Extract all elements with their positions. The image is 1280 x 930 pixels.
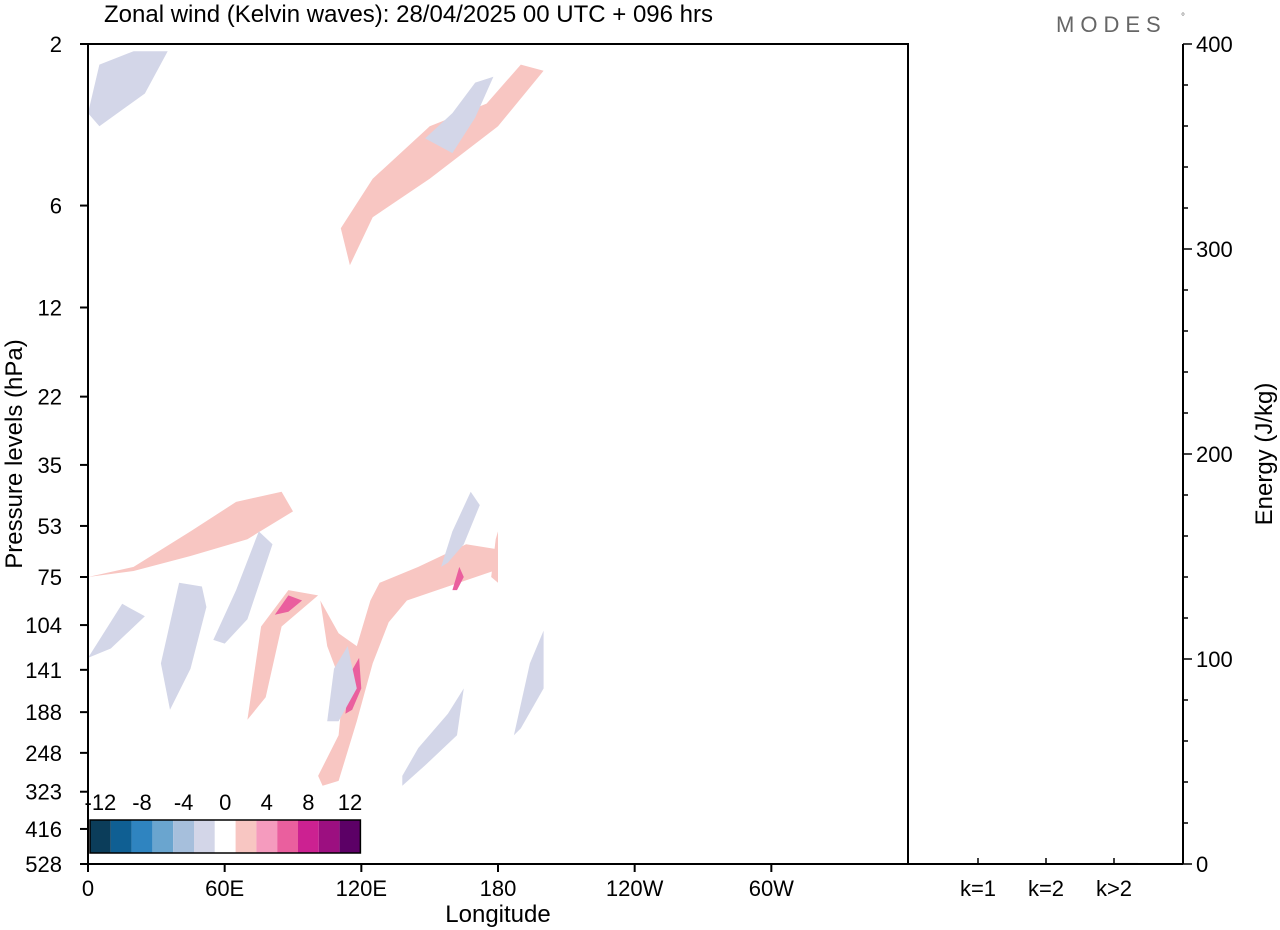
positive-anomaly-region bbox=[491, 531, 498, 583]
negative-anomaly-region bbox=[327, 646, 357, 722]
positive-anomaly-region bbox=[340, 64, 544, 266]
negative-anomaly-region bbox=[160, 582, 207, 710]
y-tick-label: 104 bbox=[25, 613, 62, 638]
y-tick-label: 12 bbox=[38, 295, 62, 320]
y-tick-label: 248 bbox=[25, 741, 62, 766]
energy-axis: 0 100 200 300 400 bbox=[1183, 32, 1233, 877]
plot-background bbox=[88, 44, 908, 864]
legend-label: 4 bbox=[261, 790, 273, 815]
negative-anomaly-region bbox=[425, 76, 494, 154]
energy-category-label: k>2 bbox=[1096, 876, 1132, 901]
negative-anomaly-region bbox=[513, 630, 544, 736]
brand-logo: MODES bbox=[1056, 12, 1167, 37]
energy-bar bbox=[1090, 862, 1138, 864]
y-tick-label: 323 bbox=[25, 780, 62, 805]
y-tick-label: 141 bbox=[25, 658, 62, 683]
positive-anomaly-region bbox=[88, 491, 293, 577]
energy-axis-label: Energy (J/kg) bbox=[1251, 383, 1278, 526]
energy-panel: k=1 k=2 k>2 0 100 200 300 400 bbox=[908, 32, 1233, 901]
y-tick-label: 75 bbox=[38, 565, 62, 590]
energy-tick-label: 400 bbox=[1196, 32, 1233, 57]
legend-label: -4 bbox=[174, 790, 194, 815]
plot-area: 0 60E 120E 180 120W 60W 2 6 12 22 35 53 75 104 141 188… bbox=[25, 32, 909, 901]
x-tick-label: 120E bbox=[336, 876, 387, 901]
energy-tick-label: 300 bbox=[1196, 237, 1233, 262]
legend-swatch bbox=[131, 820, 153, 853]
y-tick-label: 53 bbox=[38, 514, 62, 539]
y-tick-label: 22 bbox=[38, 385, 62, 410]
legend-swatch bbox=[194, 820, 215, 853]
legend-swatch bbox=[214, 820, 236, 853]
contour-layer bbox=[88, 51, 544, 786]
x-axis-label: Longitude bbox=[445, 901, 550, 928]
legend-label: 8 bbox=[302, 790, 314, 815]
legend-label: 0 bbox=[219, 790, 231, 815]
brand-mark: ° bbox=[1181, 12, 1185, 23]
y-axis: 2 6 12 22 35 53 75 104 141 188 248 323 416 528 bbox=[25, 32, 88, 877]
y-tick-label: 188 bbox=[25, 700, 62, 725]
legend-swatch bbox=[339, 820, 361, 853]
legend-label: -8 bbox=[132, 790, 152, 815]
energy-bar bbox=[1022, 863, 1070, 864]
y-axis-label: Pressure levels (hPa) bbox=[1, 339, 28, 568]
energy-category-label: k=1 bbox=[960, 876, 996, 901]
y-tick-label: 35 bbox=[38, 453, 62, 478]
energy-bars: k=1 k=2 k>2 bbox=[954, 858, 1138, 901]
positive-anomaly-region bbox=[452, 566, 464, 591]
legend-swatch bbox=[298, 820, 319, 853]
legend-swatch bbox=[173, 820, 194, 853]
positive-anomaly-region bbox=[274, 595, 303, 615]
legend-frame bbox=[89, 819, 362, 854]
energy-category-label: k=2 bbox=[1028, 876, 1064, 901]
negative-anomaly-region bbox=[88, 51, 168, 127]
energy-tick-label: 100 bbox=[1196, 647, 1233, 672]
negative-anomaly-region bbox=[213, 531, 273, 644]
negative-anomaly-region bbox=[441, 491, 480, 567]
x-tick-label: 60E bbox=[205, 876, 244, 901]
chart-title: Zonal wind (Kelvin waves): 28/04/2025 00… bbox=[104, 1, 713, 28]
y-tick-label: 528 bbox=[25, 852, 62, 877]
positive-anomaly-region bbox=[247, 590, 319, 720]
y-tick-label: 6 bbox=[50, 194, 62, 219]
legend-swatch bbox=[90, 820, 111, 853]
legend-swatch bbox=[277, 820, 298, 853]
x-tick-label: 180 bbox=[480, 876, 517, 901]
y-tick-label: 416 bbox=[25, 817, 62, 842]
x-tick-label: 0 bbox=[82, 876, 94, 901]
y-tick-label: 2 bbox=[50, 32, 62, 57]
legend-label: -12 bbox=[85, 790, 117, 815]
energy-tick-label: 200 bbox=[1196, 442, 1233, 467]
color-legend: -12 -8 -4 0 4 8 12 bbox=[85, 790, 362, 854]
legend-swatch bbox=[256, 820, 278, 853]
positive-anomaly-region bbox=[318, 544, 496, 786]
negative-anomaly-region bbox=[402, 688, 464, 786]
legend-swatch bbox=[110, 820, 132, 853]
x-axis: 0 60E 120E 180 120W 60W bbox=[82, 864, 794, 901]
x-tick-label: 60W bbox=[749, 876, 794, 901]
energy-tick-label: 0 bbox=[1196, 852, 1208, 877]
legend-label: 12 bbox=[338, 790, 362, 815]
x-tick-label: 120W bbox=[606, 876, 664, 901]
legend-swatch bbox=[152, 820, 174, 853]
negative-anomaly-region bbox=[88, 603, 145, 658]
energy-bar bbox=[954, 863, 1002, 864]
legend-swatch bbox=[318, 820, 340, 853]
legend-swatch bbox=[235, 820, 257, 853]
